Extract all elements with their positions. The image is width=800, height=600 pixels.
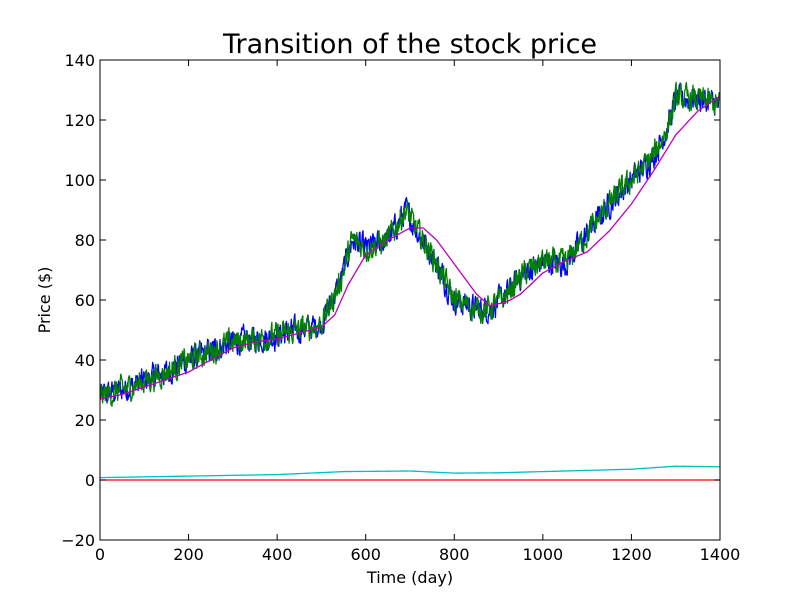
- x-tick-label: 400: [262, 545, 293, 564]
- chart-title: Transition of the stock price: [222, 29, 597, 60]
- x-tick-label: 1400: [700, 545, 741, 564]
- x-tick-label: 1000: [522, 545, 563, 564]
- y-axis-label: Price ($): [35, 267, 54, 334]
- series-line-2: [100, 81, 720, 407]
- series-line-4: [100, 465, 720, 479]
- x-tick-label: 800: [439, 545, 470, 564]
- x-tick-label: 600: [350, 545, 381, 564]
- y-tick-label: 140: [64, 51, 95, 70]
- y-tick-label: 0: [85, 471, 95, 490]
- y-tick-label: 80: [75, 231, 95, 250]
- ticks-layer: 0 200 400 600 800 1000 1200 1400−20020406080100…: [61, 51, 740, 564]
- x-tick-label: 0: [95, 545, 105, 564]
- y-tick-label: 40: [75, 351, 95, 370]
- x-axis-label: Time (day): [366, 568, 453, 587]
- series-layer: [100, 81, 720, 481]
- y-tick-label: 20: [75, 411, 95, 430]
- x-tick-label: 1200: [611, 545, 652, 564]
- series-line-5: [100, 95, 720, 400]
- x-tick-label: 200: [173, 545, 204, 564]
- y-tick-label: −20: [61, 531, 95, 550]
- y-tick-label: 120: [64, 111, 95, 130]
- y-tick-label: 60: [75, 291, 95, 310]
- y-tick-label: 100: [64, 171, 95, 190]
